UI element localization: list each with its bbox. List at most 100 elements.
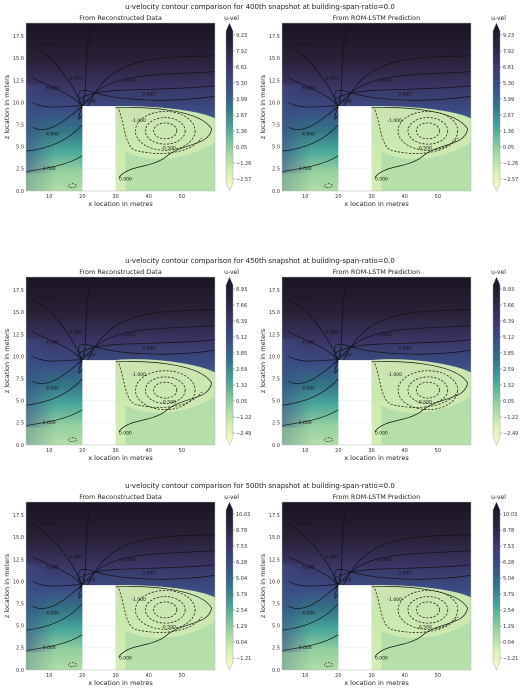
contour-label: 0.000 — [119, 430, 132, 436]
y-tick-label: 2.5 — [16, 421, 24, 427]
wake-region — [371, 359, 471, 445]
colorbar-tick-label: 8.78 — [236, 528, 247, 534]
colorbar-tick-label: −1.22 — [503, 415, 518, 421]
contour-line — [334, 339, 471, 361]
contour-label: 8.000 — [41, 296, 54, 302]
contour-line — [288, 77, 339, 107]
y-tick-label: 0.0 — [272, 443, 280, 449]
x-tick-label: 50 — [435, 673, 441, 679]
contour-label: 2.000 — [43, 166, 56, 172]
y-tick-label: 2.5 — [16, 646, 24, 652]
colorbar-tick-label: 5.30 — [236, 81, 247, 87]
contour-label: 8.000 — [69, 330, 82, 336]
y-tick-label: 12.5 — [13, 78, 24, 84]
contour-line — [82, 502, 93, 586]
contour-label: -0.500 — [161, 399, 176, 405]
contour-label: 8.000 — [325, 330, 338, 336]
building-block — [338, 106, 372, 191]
ground-layer — [282, 173, 339, 191]
colorbar-tick-label: −2.57 — [236, 177, 251, 183]
contour-label: 2.000 — [43, 420, 56, 426]
contour-line — [32, 44, 83, 107]
y-tick-label: 7.5 — [16, 601, 24, 607]
contour-line-negative — [324, 662, 333, 667]
contour-line-negative — [135, 111, 196, 151]
colorbar-tick-label: 1.36 — [236, 129, 247, 135]
contour-line-negative — [145, 117, 186, 145]
contour-label: 2.000 — [142, 571, 155, 577]
colorbar-tick-label: 9.23 — [236, 33, 247, 39]
colorbar-tick-label: 6.61 — [236, 65, 247, 71]
contour-line — [334, 564, 471, 586]
contour-line-negative — [145, 376, 186, 404]
contour-line — [32, 356, 83, 362]
colorbar-tick-label: 7.92 — [236, 49, 247, 55]
x-axis-label: x location in metres — [88, 679, 153, 687]
y-tick-label: 10.0 — [13, 100, 24, 106]
x-tick-label: 40 — [401, 194, 407, 200]
contour-line-negative — [407, 117, 449, 145]
colorbar: u-vel 9.23 7.92 6.61 5.30 3.99 2.67 1.36 0.05 −1.… — [491, 15, 518, 192]
contour-label: 2.000 — [398, 571, 411, 577]
wake-region — [371, 585, 471, 670]
contour-line — [338, 277, 349, 361]
colorbar-tick-label: 7.66 — [503, 303, 514, 309]
colorbar: u-vel 10.03 8.78 7.53 6.28 5.04 3.79 2.54 1.29 0.… — [491, 494, 518, 671]
contour-line-negative — [135, 590, 196, 630]
contour-line — [82, 277, 93, 361]
contour-line-negative — [145, 596, 186, 624]
colorbar-tick-label: 1.32 — [236, 383, 247, 389]
y-tick-label: 7.5 — [272, 376, 280, 382]
contour-line — [288, 105, 339, 130]
contour-line — [32, 298, 83, 361]
y-tick-label: 5.0 — [272, 624, 280, 630]
colorbar-tick-label: 0.04 — [503, 640, 514, 646]
x-tick-label: 10 — [46, 448, 52, 454]
wake-lower-region — [381, 396, 471, 445]
contour-label: -0.500 — [161, 145, 176, 151]
wake-region — [371, 106, 471, 191]
contour-label: 6.000 — [46, 564, 59, 570]
contour-line — [26, 634, 83, 651]
contour-label: -1.000 — [387, 597, 402, 603]
colorbar-tick-label: 8.78 — [503, 528, 514, 534]
contour-line — [78, 564, 215, 586]
plot-area: 8.000 8.000 4.000 2.000 6.000 4.000 2.000 0.000… — [26, 277, 215, 445]
contour-label: 0.000 — [375, 430, 388, 436]
contour-label: 4.000 — [46, 610, 59, 616]
panel-title: From Reconstructed Data — [79, 493, 162, 501]
colorbar-tick-label: −2.49 — [236, 431, 251, 437]
contour-line — [78, 85, 215, 107]
x-axis-label: x location in metres — [344, 454, 409, 462]
contour-label: 4.000 — [46, 131, 59, 137]
y-tick-label: 17.5 — [13, 34, 24, 40]
contour-line-zero — [371, 361, 469, 432]
y-tick-label: 0.0 — [16, 668, 24, 674]
colorbar-tick-label: 8.93 — [236, 287, 247, 293]
x-tick-label: 10 — [46, 673, 52, 679]
contour-label: 4.000 — [378, 557, 391, 563]
colorbar-tick-label: −1.21 — [503, 656, 518, 662]
plot-area: 8.000 8.000 4.000 2.000 6.000 4.000 2.000 0.000… — [282, 277, 471, 445]
y-axis-label: z location in meters — [3, 328, 11, 393]
x-tick-label: 30 — [368, 673, 374, 679]
y-axis-label: z location in meters — [259, 328, 267, 393]
contour-line — [282, 124, 339, 152]
y-tick-label: 7.5 — [272, 122, 280, 128]
colorbar-title: u-vel — [491, 494, 506, 501]
y-tick-label: 15.0 — [269, 535, 280, 541]
contour-line — [288, 356, 339, 362]
colorbar-tick-label: 1.32 — [503, 383, 514, 389]
y-tick-label: 17.5 — [13, 513, 24, 519]
colorbar-tick-label: 3.85 — [236, 351, 247, 357]
colorbar-tick-label: 2.59 — [236, 367, 247, 373]
contour-label: 0.000 — [83, 578, 96, 584]
colorbar-gradient — [225, 276, 234, 446]
contour-line — [288, 298, 339, 361]
contour-label: 0.000 — [339, 353, 352, 359]
contour-line-negative — [407, 376, 449, 404]
contour-line — [78, 325, 215, 365]
wake-lower-region — [381, 621, 471, 670]
colorbar-tick-label: 2.59 — [503, 367, 514, 373]
contour-label: 0.000 — [119, 655, 132, 661]
